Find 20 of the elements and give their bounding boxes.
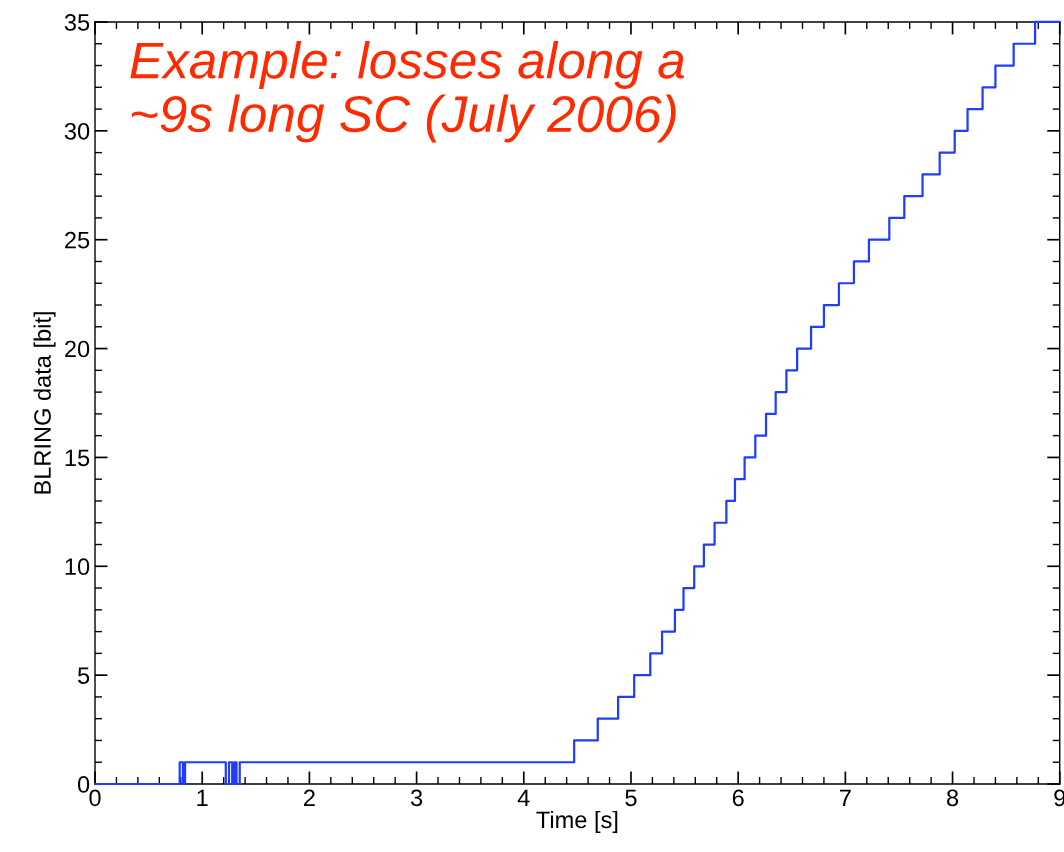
x-tick-label: 5 bbox=[625, 789, 637, 807]
x-tick-label: 0 bbox=[89, 789, 101, 807]
y-tick-label: 5 bbox=[77, 667, 90, 684]
x-axis-title: Time [s] bbox=[536, 810, 618, 833]
x-tick-label: 4 bbox=[517, 789, 530, 806]
y-axis-title: BLRING data [bit] bbox=[33, 312, 56, 494]
x-tick-label: 1 bbox=[197, 789, 208, 806]
y-tick-label: 10 bbox=[65, 558, 90, 576]
y-tick-label: 35 bbox=[64, 14, 90, 31]
y-tick-label: 15 bbox=[65, 449, 90, 467]
x-tick-label: 7 bbox=[840, 789, 851, 806]
x-tick-label: 8 bbox=[947, 789, 959, 807]
y-tick-label: 25 bbox=[65, 231, 90, 249]
x-tick-label: 6 bbox=[732, 789, 744, 807]
x-tick-label: 2 bbox=[304, 789, 315, 806]
annotation: Example: losses along a ~9s long SC (July 2006) bbox=[130, 41, 685, 143]
y-tick-label: 20 bbox=[65, 340, 90, 358]
y-tick-label: 0 bbox=[77, 776, 90, 793]
x-tick-label: 3 bbox=[410, 789, 423, 807]
y-tick-label: 30 bbox=[64, 122, 90, 140]
